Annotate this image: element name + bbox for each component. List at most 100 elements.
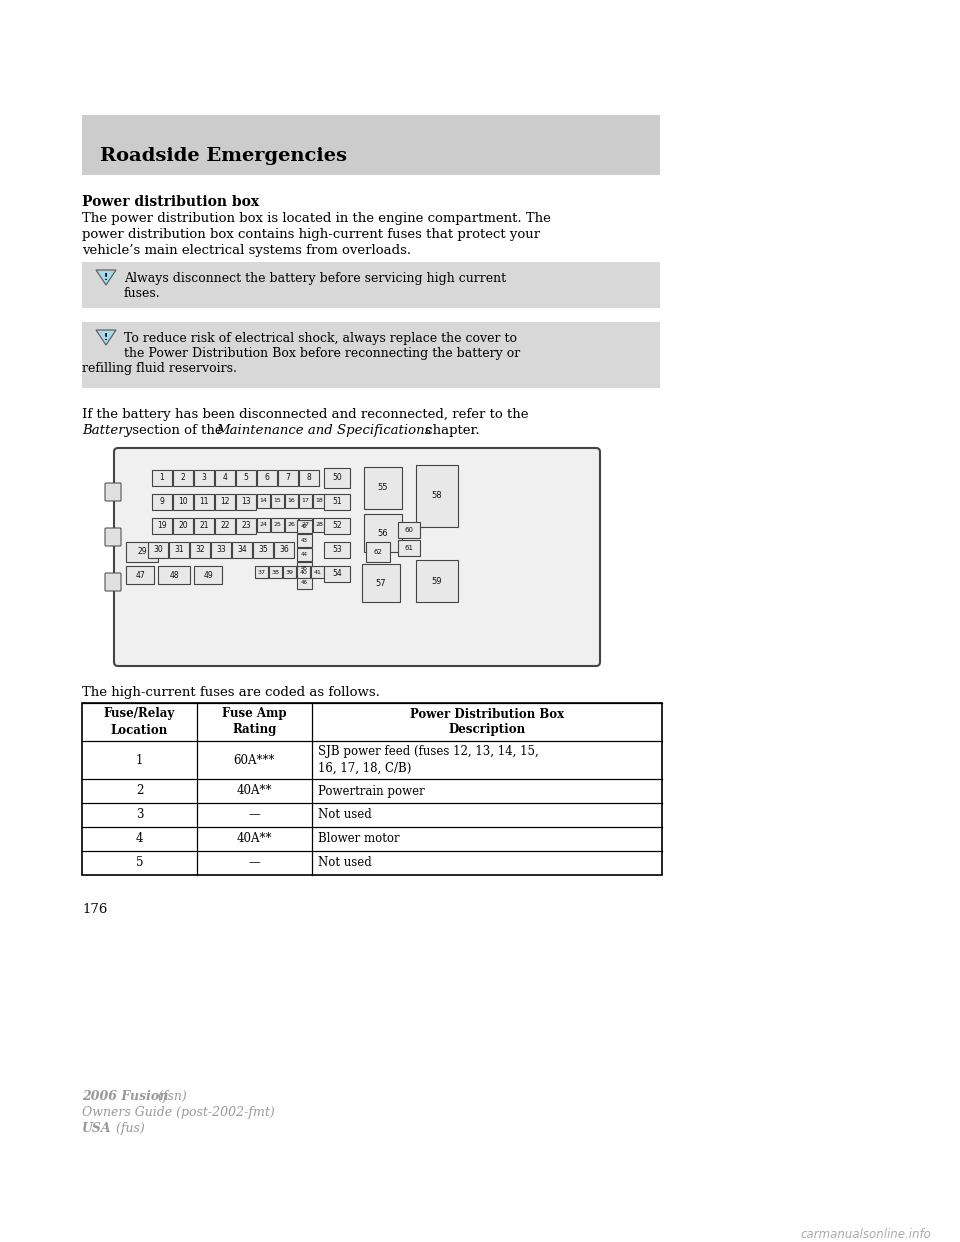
Text: 40: 40 xyxy=(300,570,307,575)
Text: 28: 28 xyxy=(316,523,324,528)
Text: 21: 21 xyxy=(200,522,208,530)
Text: 60A***: 60A*** xyxy=(233,754,276,766)
Text: The power distribution box is located in the engine compartment. The: The power distribution box is located in… xyxy=(82,212,551,225)
Text: 41: 41 xyxy=(314,570,322,575)
Text: —: — xyxy=(249,857,260,869)
Text: 7: 7 xyxy=(285,473,291,482)
FancyBboxPatch shape xyxy=(285,494,298,508)
FancyBboxPatch shape xyxy=(299,469,319,486)
FancyBboxPatch shape xyxy=(105,528,121,546)
FancyBboxPatch shape xyxy=(398,540,420,556)
Text: carmanualsonline.info: carmanualsonline.info xyxy=(800,1228,931,1241)
Text: 56: 56 xyxy=(377,529,388,538)
Text: 60: 60 xyxy=(404,527,414,533)
Text: 49: 49 xyxy=(204,570,213,580)
FancyBboxPatch shape xyxy=(173,518,193,534)
Text: 27: 27 xyxy=(301,523,309,528)
FancyBboxPatch shape xyxy=(190,542,210,558)
FancyBboxPatch shape xyxy=(324,542,350,558)
Polygon shape xyxy=(96,270,116,284)
FancyBboxPatch shape xyxy=(232,542,252,558)
Text: 6: 6 xyxy=(265,473,270,482)
FancyBboxPatch shape xyxy=(269,566,282,578)
FancyBboxPatch shape xyxy=(297,548,312,561)
Text: 2: 2 xyxy=(135,785,143,797)
FancyBboxPatch shape xyxy=(257,494,270,508)
Text: section of the: section of the xyxy=(128,424,227,437)
Text: 20: 20 xyxy=(179,522,188,530)
Text: 8: 8 xyxy=(306,473,311,482)
Text: Power Distribution Box
Description: Power Distribution Box Description xyxy=(410,708,564,737)
Text: (fsn): (fsn) xyxy=(154,1090,187,1103)
FancyBboxPatch shape xyxy=(105,573,121,591)
Text: 54: 54 xyxy=(332,570,342,579)
Text: chapter.: chapter. xyxy=(421,424,480,437)
FancyBboxPatch shape xyxy=(236,469,256,486)
Text: 33: 33 xyxy=(216,545,226,554)
Text: 38: 38 xyxy=(272,570,279,575)
Text: 46: 46 xyxy=(301,580,308,585)
FancyBboxPatch shape xyxy=(416,560,458,602)
FancyBboxPatch shape xyxy=(105,483,121,501)
Text: 15: 15 xyxy=(274,498,281,503)
Text: If the battery has been disconnected and reconnected, refer to the: If the battery has been disconnected and… xyxy=(82,409,529,421)
FancyBboxPatch shape xyxy=(364,467,402,509)
FancyBboxPatch shape xyxy=(152,518,172,534)
FancyBboxPatch shape xyxy=(215,494,235,510)
FancyBboxPatch shape xyxy=(297,576,312,589)
Text: 53: 53 xyxy=(332,545,342,554)
Text: 62: 62 xyxy=(373,549,382,555)
Text: 35: 35 xyxy=(258,545,268,554)
FancyBboxPatch shape xyxy=(173,494,193,510)
Text: Fuse/Relay
Location: Fuse/Relay Location xyxy=(104,708,175,737)
Text: !: ! xyxy=(104,272,108,282)
Text: 32: 32 xyxy=(195,545,204,554)
Text: 4: 4 xyxy=(223,473,228,482)
FancyBboxPatch shape xyxy=(324,494,350,510)
FancyBboxPatch shape xyxy=(114,448,600,666)
FancyBboxPatch shape xyxy=(211,542,231,558)
FancyBboxPatch shape xyxy=(299,494,312,508)
Text: 22: 22 xyxy=(220,522,229,530)
FancyBboxPatch shape xyxy=(253,542,273,558)
FancyBboxPatch shape xyxy=(324,468,350,488)
Text: 5: 5 xyxy=(244,473,249,482)
Text: 4: 4 xyxy=(135,832,143,846)
Text: 39: 39 xyxy=(285,570,294,575)
FancyBboxPatch shape xyxy=(194,469,214,486)
FancyBboxPatch shape xyxy=(194,518,214,534)
Text: 16: 16 xyxy=(288,498,296,503)
Text: 31: 31 xyxy=(174,545,183,554)
Bar xyxy=(82,322,660,388)
Text: Not used: Not used xyxy=(318,809,372,821)
Text: 55: 55 xyxy=(377,483,388,493)
Text: The high-current fuses are coded as follows.: The high-current fuses are coded as foll… xyxy=(82,686,380,699)
Bar xyxy=(82,262,660,308)
FancyBboxPatch shape xyxy=(158,566,190,584)
FancyBboxPatch shape xyxy=(285,518,298,532)
Text: Always disconnect the battery before servicing high current: Always disconnect the battery before ser… xyxy=(124,272,506,284)
Text: 25: 25 xyxy=(274,523,281,528)
FancyBboxPatch shape xyxy=(324,518,350,534)
Text: Power distribution box: Power distribution box xyxy=(82,195,259,209)
Text: Not used: Not used xyxy=(318,857,372,869)
FancyBboxPatch shape xyxy=(324,566,350,582)
Text: 19: 19 xyxy=(157,522,167,530)
Bar xyxy=(82,703,662,876)
Text: 2006 Fusion: 2006 Fusion xyxy=(82,1090,168,1103)
FancyBboxPatch shape xyxy=(416,465,458,527)
Text: vehicle’s main electrical systems from overloads.: vehicle’s main electrical systems from o… xyxy=(82,243,411,257)
Text: 29: 29 xyxy=(137,548,147,556)
Text: 9: 9 xyxy=(159,498,164,507)
FancyBboxPatch shape xyxy=(299,518,312,532)
FancyBboxPatch shape xyxy=(148,542,168,558)
Text: —: — xyxy=(249,809,260,821)
Text: 37: 37 xyxy=(257,570,266,575)
FancyBboxPatch shape xyxy=(194,566,222,584)
Text: 10: 10 xyxy=(179,498,188,507)
Text: 43: 43 xyxy=(301,538,308,543)
FancyBboxPatch shape xyxy=(364,514,402,551)
Text: 11: 11 xyxy=(200,498,208,507)
FancyBboxPatch shape xyxy=(236,494,256,510)
Text: 176: 176 xyxy=(82,903,108,917)
